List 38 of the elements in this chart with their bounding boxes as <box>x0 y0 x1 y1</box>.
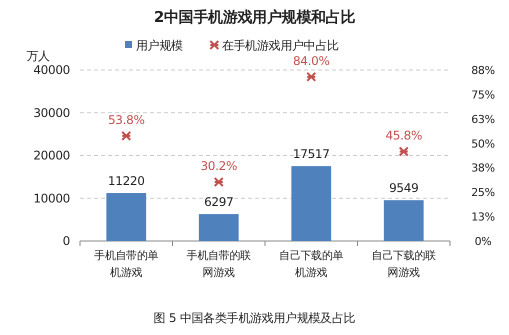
bar <box>106 193 146 241</box>
caption: 图 5 中国各类手机游戏用户规模及占比 <box>154 311 356 325</box>
data-label: 30.2% <box>200 158 238 173</box>
x-tick-label: 手机自带的联网游戏 <box>186 249 252 279</box>
y-tick-label: 40000 <box>33 63 70 77</box>
y-tick-label: 0 <box>62 234 70 248</box>
y2-tick-label: 13% <box>471 210 495 224</box>
point <box>306 72 316 82</box>
y2-tick-label: 88% <box>471 64 495 77</box>
chart-title: 2中国手机游戏用户规模和占比 <box>154 8 356 26</box>
y2-tick-label: 25% <box>471 186 495 200</box>
data-label: 53.8% <box>108 112 145 127</box>
y2-tick-label: 0% <box>474 235 492 248</box>
data-label: 11220 <box>108 174 145 188</box>
y2-tick-label: 38% <box>471 162 495 175</box>
data-label: 17517 <box>292 147 330 162</box>
legend-label: 在手机游戏用户中占比 <box>222 38 340 52</box>
legend-label: 用户规模 <box>136 38 184 52</box>
x-tick-label: 自己下载的联网游戏 <box>372 249 436 279</box>
point <box>214 176 224 187</box>
y-tick-label: 30000 <box>33 106 70 120</box>
y-tick-label: 20000 <box>33 148 70 162</box>
point <box>121 130 132 141</box>
bar <box>384 200 424 241</box>
y2-tick-label: 50% <box>471 137 495 150</box>
data-label: 6297 <box>204 195 234 210</box>
y-tick-label: 10000 <box>33 191 70 206</box>
y-axis-title: 万人 <box>26 49 50 63</box>
point <box>398 146 409 156</box>
x-tick-label: 手机自带的单机游戏 <box>94 249 159 279</box>
x-tick-label: 自己下载的单机游戏 <box>279 249 344 279</box>
data-label: 45.8% <box>385 128 422 142</box>
y2-tick-label: 75% <box>471 88 495 102</box>
bar <box>291 166 332 241</box>
y2-tick-label: 63% <box>471 112 495 126</box>
data-label: 9549 <box>389 181 418 196</box>
data-label: 84.0% <box>292 54 330 68</box>
bar <box>198 214 239 241</box>
